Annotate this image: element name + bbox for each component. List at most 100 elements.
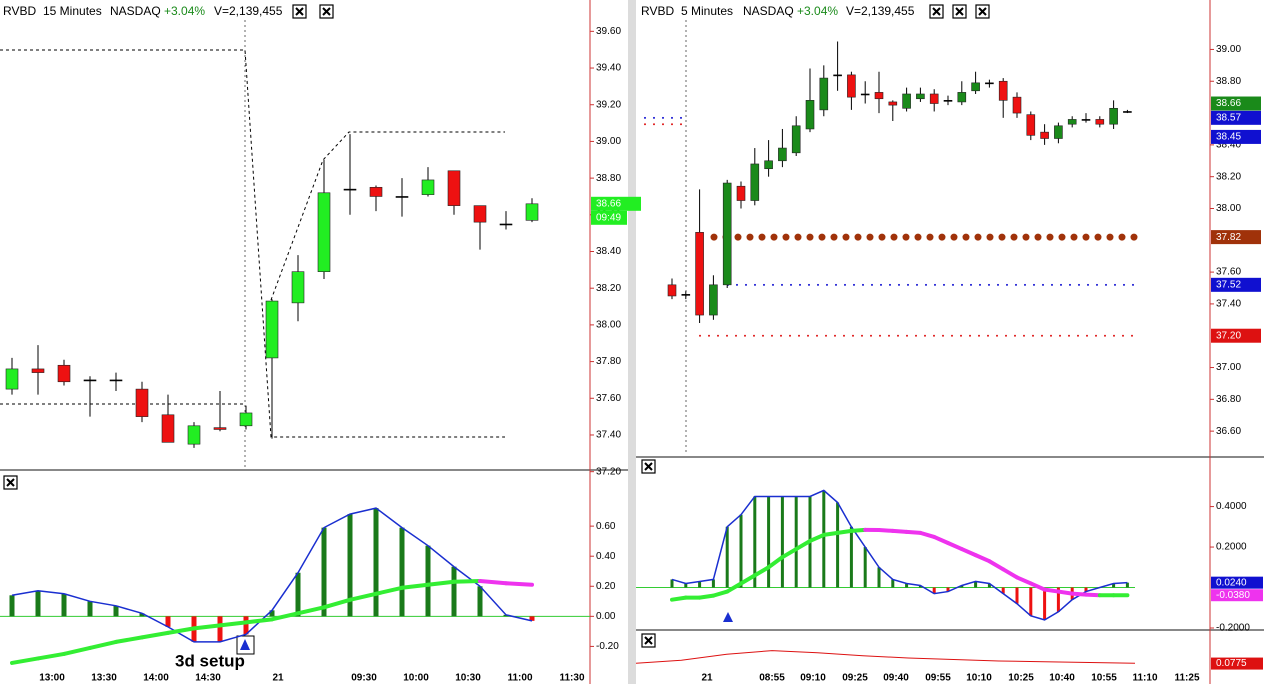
trend-line (0, 50, 505, 437)
candle-body (709, 285, 717, 315)
close-button[interactable] (642, 634, 655, 647)
candle-body (240, 413, 252, 426)
y-tick-label: -0.20 (596, 641, 619, 652)
candle-body (1123, 111, 1131, 112)
candle-body (422, 180, 434, 195)
candle-body (1027, 115, 1035, 136)
histogram-bar (822, 490, 825, 587)
x-tick-label: 11:00 (507, 673, 532, 684)
signal-segment (713, 592, 727, 596)
y-tick-label: 0.4000 (1216, 501, 1247, 512)
close-button[interactable] (293, 5, 306, 18)
candle-body (847, 75, 855, 97)
signal-segment (934, 537, 948, 543)
y-tick-label: 37.40 (1216, 299, 1241, 310)
candle-body (944, 100, 952, 101)
setup-marker (723, 612, 733, 622)
time-tag-label: 09:49 (596, 212, 621, 223)
histogram-bar (740, 515, 743, 588)
signal-segment (116, 637, 142, 642)
signal-segment (506, 583, 532, 585)
candle-body (136, 389, 148, 417)
candle-body (396, 196, 408, 197)
close-button[interactable] (4, 476, 17, 489)
x-tick-label: 14:30 (195, 673, 221, 684)
close-button[interactable] (642, 460, 655, 473)
value-tag-label: 0.0775 (1216, 658, 1247, 669)
close-button[interactable] (976, 5, 989, 18)
y-tick-label: 0.2000 (1216, 542, 1247, 553)
histogram-bar (1029, 588, 1032, 616)
change: +3.04% (797, 4, 838, 18)
candle-body (370, 187, 382, 196)
x-tick-label: 09:30 (351, 673, 377, 684)
x-tick-label: 09:25 (842, 673, 868, 684)
signal-segment (350, 594, 376, 600)
y-tick-label: 38.20 (596, 283, 621, 294)
x-tick-label: 10:00 (403, 673, 429, 684)
signal-segment (1086, 595, 1100, 596)
histogram-bar (878, 567, 881, 587)
x-tick-label: 13:30 (91, 673, 117, 684)
candle-body (110, 380, 122, 381)
histogram-bar (478, 586, 483, 616)
signal-segment (1045, 590, 1059, 592)
close-button[interactable] (930, 5, 943, 18)
signal-segment (1031, 583, 1045, 589)
signal-segment (893, 531, 907, 532)
y-tick-label: 38.40 (596, 246, 621, 257)
candle-body (723, 183, 731, 285)
exchange: NASDAQ (110, 4, 161, 18)
signal-segment (1003, 569, 1017, 577)
histogram-bar (10, 595, 15, 616)
y-tick-label: 37.00 (1216, 362, 1241, 373)
histogram-bar (891, 579, 894, 587)
exchange: NASDAQ (743, 4, 794, 18)
signal-segment (672, 598, 686, 600)
close-button[interactable] (953, 5, 966, 18)
y-tick-label: 0.40 (596, 551, 616, 562)
lower-line (636, 651, 1135, 664)
histogram-bar (767, 496, 770, 587)
histogram-bar (400, 528, 405, 617)
histogram-bar (322, 528, 327, 617)
candle-body (448, 171, 460, 206)
candle-body (875, 92, 883, 98)
signal-segment (38, 654, 64, 659)
splitter (628, 0, 636, 684)
candle-body (1082, 119, 1090, 120)
y-tick-label: 37.60 (1216, 267, 1241, 278)
x-tick-label: 10:30 (455, 673, 481, 684)
candle-body (84, 380, 96, 381)
signal-segment (976, 555, 990, 561)
signal-segment (838, 531, 852, 533)
candle-body (792, 126, 800, 153)
signal-segment (376, 588, 402, 594)
x-tick-label: 08:55 (759, 673, 785, 684)
candle-body (806, 100, 814, 129)
histogram-bar (671, 579, 674, 587)
x-tick-label: 10:40 (1049, 673, 1075, 684)
signal-segment (948, 543, 962, 549)
candle-body (903, 94, 911, 108)
histogram-bar (1016, 588, 1019, 604)
signal-segment (298, 607, 324, 613)
histogram-bar (712, 579, 715, 587)
volume: V=2,139,455 (846, 4, 915, 18)
signal-segment (920, 533, 934, 537)
y-tick-label: 38.80 (596, 173, 621, 184)
y-tick-label: 0.60 (596, 521, 616, 532)
signal-segment (428, 582, 454, 585)
candle-body (751, 164, 759, 201)
signal-segment (12, 658, 38, 663)
signal-segment (989, 561, 1003, 569)
histogram-bar (36, 591, 41, 617)
signal-segment (64, 648, 90, 654)
symbol: RVBD (3, 4, 36, 18)
candle-body (1013, 97, 1021, 113)
signal-segment (824, 533, 838, 535)
close-button[interactable] (320, 5, 333, 18)
signal-segment (879, 530, 893, 531)
y-tick-label: 37.60 (596, 393, 621, 404)
candle-body (820, 78, 828, 110)
